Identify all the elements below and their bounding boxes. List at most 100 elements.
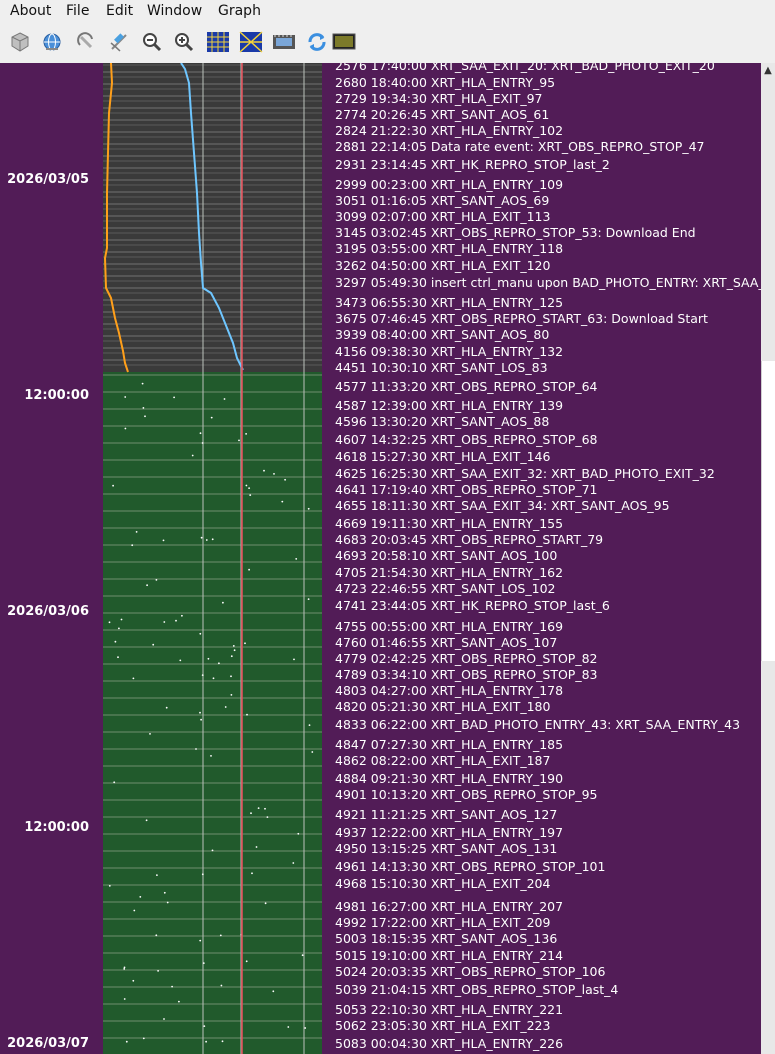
menu-edit[interactable]: Edit — [106, 3, 134, 19]
data-point — [251, 872, 253, 875]
data-point — [142, 1037, 145, 1040]
data-point — [311, 751, 314, 753]
event-entry[interactable]: 4741 23:44:05 XRT_HK_REPRO_STOP_last_6 — [335, 598, 610, 613]
event-entry[interactable]: 5062 23:05:30 XRT_HLA_EXIT_223 — [335, 1018, 551, 1033]
event-entry[interactable]: 3675 07:46:45 XRT_OBS_REPRO_START_63: Do… — [335, 311, 708, 326]
event-entry[interactable]: 4641 17:19:40 XRT_OBS_REPRO_STOP_71 — [335, 482, 598, 497]
timeline-strip[interactable] — [103, 63, 322, 1054]
event-entry[interactable]: 4833 06:22:00 XRT_BAD_PHOTO_ENTRY_43: XR… — [335, 717, 741, 732]
data-point — [203, 1025, 206, 1027]
event-entry[interactable]: 4451 10:30:10 XRT_SANT_LOS_83 — [335, 360, 548, 375]
event-entry[interactable]: 5003 18:15:35 XRT_SANT_AOS_136 — [335, 931, 558, 946]
grid-icon[interactable] — [205, 29, 231, 55]
event-entry[interactable]: 4705 21:54:30 XRT_HLA_ENTRY_162 — [335, 565, 564, 580]
date-label: 2026/03/07 — [7, 1036, 89, 1051]
zoom-in-icon[interactable] — [171, 29, 197, 55]
event-entry[interactable]: 2680 18:40:00 XRT_HLA_ENTRY_95 — [335, 75, 556, 90]
data-point — [245, 960, 248, 963]
date-label: 2026/03/06 — [7, 604, 89, 619]
event-entry[interactable]: 5083 00:04:30 XRT_HLA_ENTRY_226 — [335, 1036, 564, 1051]
event-entry[interactable]: 5039 21:04:15 XRT_OBS_REPRO_STOP_last_4 — [335, 982, 619, 997]
vertical-scrollbar[interactable]: ▲ — [761, 63, 775, 1054]
data-point — [249, 494, 252, 496]
menu-graph[interactable]: Graph — [218, 3, 261, 19]
event-entry[interactable]: 3099 02:07:00 XRT_HLA_EXIT_113 — [335, 209, 551, 224]
event-entry[interactable]: 3051 01:16:05 XRT_SANT_AOS_69 — [335, 193, 550, 208]
cube-icon[interactable] — [7, 29, 33, 55]
rotate-icon[interactable] — [73, 29, 99, 55]
event-entry[interactable]: 4596 13:30:20 XRT_SANT_AOS_88 — [335, 414, 550, 429]
event-entry[interactable]: 2774 20:26:45 XRT_SANT_AOS_61 — [335, 107, 550, 122]
event-entry[interactable]: 4981 16:27:00 XRT_HLA_ENTRY_207 — [335, 899, 564, 914]
data-point — [155, 934, 158, 937]
event-entry[interactable]: 2824 21:22:30 XRT_HLA_ENTRY_102 — [335, 123, 564, 138]
event-entry[interactable]: 5024 20:03:35 XRT_OBS_REPRO_STOP_106 — [335, 964, 606, 979]
event-entry[interactable]: 2999 00:23:00 XRT_HLA_ENTRY_109 — [335, 177, 564, 192]
menu-about[interactable]: About — [10, 3, 52, 19]
event-entry[interactable]: 3195 03:55:00 XRT_HLA_ENTRY_118 — [335, 241, 564, 256]
event-entry[interactable]: 5015 19:10:00 XRT_HLA_ENTRY_214 — [335, 948, 564, 963]
event-entry[interactable]: 4587 12:39:00 XRT_HLA_ENTRY_139 — [335, 398, 564, 413]
scroll-up-arrow-icon[interactable]: ▲ — [764, 64, 772, 76]
event-entry[interactable]: 4950 13:15:25 XRT_SANT_AOS_131 — [335, 841, 558, 856]
data-point — [118, 627, 120, 630]
event-entry[interactable]: 4789 03:34:10 XRT_OBS_REPRO_STOP_83 — [335, 667, 598, 682]
event-entry[interactable]: 4779 02:42:25 XRT_OBS_REPRO_STOP_82 — [335, 651, 598, 666]
data-point — [123, 998, 126, 1000]
data-point — [178, 1000, 180, 1003]
refresh-icon[interactable] — [304, 29, 330, 55]
pattern-icon[interactable] — [238, 29, 264, 55]
event-entry[interactable]: 3939 08:40:00 XRT_SANT_AOS_80 — [335, 327, 550, 342]
timeline-overlay — [103, 63, 322, 1054]
event-entry[interactable]: 2931 23:14:45 XRT_HK_REPRO_STOP_last_2 — [335, 157, 610, 172]
data-point — [248, 568, 251, 571]
data-point — [201, 674, 204, 676]
event-entry[interactable]: 4693 20:58:10 XRT_SANT_AOS_100 — [335, 548, 558, 563]
event-entry[interactable]: 4803 04:27:00 XRT_HLA_ENTRY_178 — [335, 683, 564, 698]
event-entry[interactable]: 4937 12:22:00 XRT_HLA_ENTRY_197 — [335, 825, 564, 840]
event-entry[interactable]: 4683 20:03:45 XRT_OBS_REPRO_START_79 — [335, 532, 604, 547]
event-entry[interactable]: 4607 14:32:25 XRT_OBS_REPRO_STOP_68 — [335, 432, 598, 447]
event-entry[interactable]: 4884 09:21:30 XRT_HLA_ENTRY_190 — [335, 771, 564, 786]
data-point — [163, 1018, 165, 1020]
event-entry[interactable]: 4755 00:55:00 XRT_HLA_ENTRY_169 — [335, 619, 564, 634]
data-point — [230, 675, 232, 678]
menu-window[interactable]: Window — [147, 3, 203, 19]
data-point — [142, 407, 145, 409]
event-entry[interactable]: 4968 15:10:30 XRT_HLA_EXIT_204 — [335, 876, 551, 891]
timeline-view[interactable]: 2026/03/05 12:00:00 2026/03/06 12:00:00 2026… — [0, 63, 775, 1054]
zoom-out-icon[interactable] — [139, 29, 165, 55]
event-entry[interactable]: 3473 06:55:30 XRT_HLA_ENTRY_125 — [335, 295, 564, 310]
event-entry[interactable]: 4961 14:13:30 XRT_OBS_REPRO_STOP_101 — [335, 859, 606, 874]
event-entry[interactable]: 4992 17:22:00 XRT_HLA_EXIT_209 — [335, 915, 551, 930]
event-entry[interactable]: 4669 19:11:30 XRT_HLA_ENTRY_155 — [335, 516, 564, 531]
event-entry[interactable]: 4820 05:21:30 XRT_HLA_EXIT_180 — [335, 699, 551, 714]
event-entry[interactable]: 4862 08:22:00 XRT_HLA_EXIT_187 — [335, 753, 551, 768]
data-point — [146, 584, 148, 587]
data-point — [308, 724, 311, 726]
event-entry[interactable]: 4577 11:33:20 XRT_OBS_REPRO_STOP_64 — [335, 379, 598, 394]
globe-icon[interactable] — [39, 29, 65, 55]
event-entry[interactable]: 4921 11:21:25 XRT_SANT_AOS_127 — [335, 807, 558, 822]
satellite-icon[interactable] — [106, 29, 132, 55]
display-icon[interactable] — [331, 29, 357, 55]
event-entry[interactable]: 4901 10:13:20 XRT_OBS_REPRO_STOP_95 — [335, 787, 598, 802]
scrollbar-thumb[interactable] — [761, 361, 775, 661]
event-entry[interactable]: 2729 19:34:30 XRT_HLA_EXIT_97 — [335, 91, 543, 106]
event-entry[interactable]: 2576 17:40:00 XRT_SAA_EXIT_20: XRT_BAD_P… — [335, 63, 715, 73]
film-icon[interactable] — [271, 29, 297, 55]
event-entry[interactable]: 4625 16:25:30 XRT_SAA_EXIT_32: XRT_BAD_P… — [335, 466, 715, 481]
event-entry[interactable]: 3145 03:02:45 XRT_OBS_REPRO_STOP_53: Dow… — [335, 225, 696, 240]
menu-file[interactable]: File — [66, 3, 90, 19]
event-entry[interactable]: 3262 04:50:00 XRT_HLA_EXIT_120 — [335, 258, 551, 273]
event-entry[interactable]: 3297 05:49:30 insert ctrl_manu upon BAD_… — [335, 275, 775, 290]
data-point — [273, 473, 275, 475]
event-entry[interactable]: 4723 22:46:55 XRT_SANT_LOS_102 — [335, 581, 556, 596]
event-entry[interactable]: 5053 22:10:30 XRT_HLA_ENTRY_221 — [335, 1002, 564, 1017]
event-entry[interactable]: 4847 07:27:30 XRT_HLA_ENTRY_185 — [335, 737, 564, 752]
event-entry[interactable]: 4655 18:11:30 XRT_SAA_EXIT_34: XRT_SANT_… — [335, 498, 670, 513]
event-entry[interactable]: 4156 09:38:30 XRT_HLA_ENTRY_132 — [335, 344, 564, 359]
event-entry[interactable]: 4618 15:27:30 XRT_HLA_EXIT_146 — [335, 449, 551, 464]
event-entry[interactable]: 4760 01:46:55 XRT_SANT_AOS_107 — [335, 635, 558, 650]
event-entry[interactable]: 2881 22:14:05 Data rate event: XRT_OBS_R… — [335, 139, 705, 154]
